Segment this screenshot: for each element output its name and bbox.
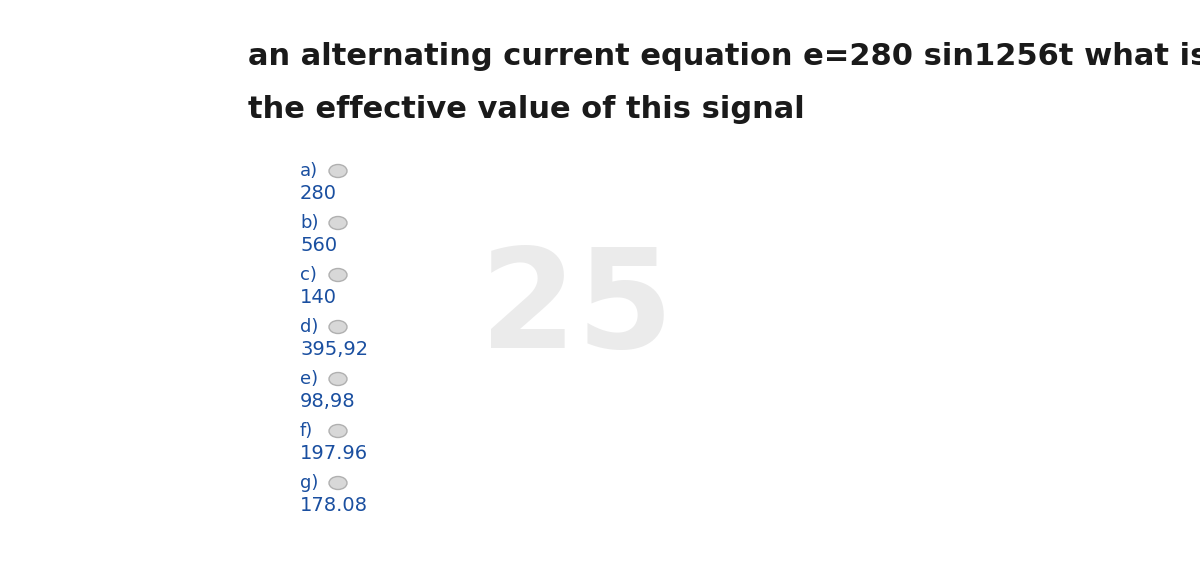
Text: b): b)	[300, 214, 318, 232]
Text: a): a)	[300, 162, 318, 180]
Text: 280: 280	[300, 184, 337, 203]
Ellipse shape	[329, 268, 347, 282]
Text: 140: 140	[300, 288, 337, 307]
Text: c): c)	[300, 266, 317, 284]
Ellipse shape	[329, 476, 347, 490]
Text: e): e)	[300, 370, 318, 388]
Ellipse shape	[329, 425, 347, 438]
Text: g): g)	[300, 474, 318, 492]
Text: 560: 560	[300, 236, 337, 255]
Ellipse shape	[329, 320, 347, 334]
Text: 25: 25	[480, 242, 673, 377]
Ellipse shape	[329, 217, 347, 229]
Text: d): d)	[300, 318, 318, 336]
Text: 98,98: 98,98	[300, 392, 355, 411]
Ellipse shape	[329, 373, 347, 385]
Text: the effective value of this signal: the effective value of this signal	[248, 95, 805, 124]
Text: 197.96: 197.96	[300, 444, 368, 463]
Text: f): f)	[300, 422, 313, 440]
Ellipse shape	[329, 165, 347, 177]
Text: an alternating current equation e=280 sin1256t what is: an alternating current equation e=280 si…	[248, 42, 1200, 71]
Text: 178.08: 178.08	[300, 496, 368, 515]
Text: 395,92: 395,92	[300, 340, 368, 359]
